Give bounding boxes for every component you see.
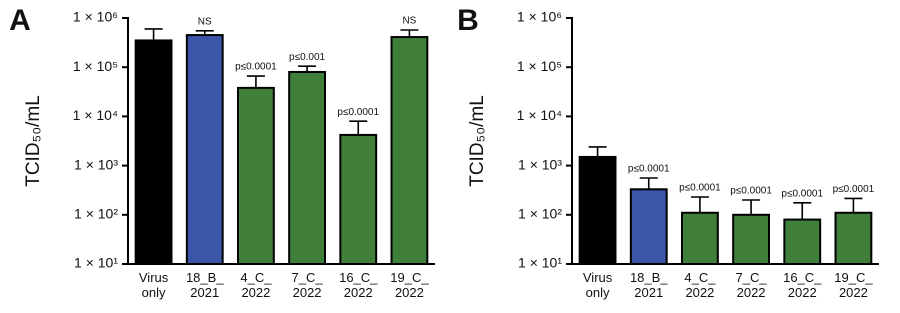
y-tick-label: 1 × 10⁴ (517, 107, 562, 123)
x-tick-label: Virus only (583, 270, 613, 300)
y-tick-label: 1 × 10⁴ (73, 107, 118, 123)
x-tick-label: 7_C_ 2022 (736, 270, 768, 300)
annotation: p≤0.0001 (235, 62, 277, 73)
bar (681, 211, 719, 265)
bar (578, 155, 617, 265)
annotation: p≤0.001 (289, 52, 326, 63)
y-tick-label: 1 × 10⁵ (73, 58, 118, 74)
y-tick-label: 1 × 10¹ (518, 255, 562, 271)
y-tick-label: 1 × 10² (74, 206, 118, 222)
bar (732, 213, 770, 266)
bar (134, 39, 173, 265)
panel-label: B (457, 4, 479, 37)
y-tick-label: 1 × 10⁵ (517, 58, 562, 74)
annotation: p≤0.0001 (337, 107, 379, 118)
bar (629, 188, 668, 265)
bar (185, 34, 224, 265)
annotation: p≤0.0001 (679, 183, 721, 194)
annotation: NS (402, 16, 416, 27)
y-tick-label: 1 × 10⁶ (517, 9, 562, 25)
x-tick-label: 4_C_ 2022 (240, 270, 272, 300)
y-tick-label: 1 × 10⁶ (73, 9, 118, 25)
y-axis-title: TCID₅₀/mL (467, 95, 488, 187)
annotation: p≤0.0001 (628, 164, 670, 175)
x-tick-label: 18_B_ 2021 (630, 270, 668, 300)
annotation: p≤0.0001 (730, 186, 772, 197)
x-tick-label: 18_B_ 2021 (186, 270, 224, 300)
y-tick-label: 1 × 10¹ (74, 255, 118, 271)
annotation: p≤0.0001 (833, 184, 875, 195)
bar (783, 218, 822, 266)
x-tick-label: 4_C_ 2022 (684, 270, 716, 300)
bar (390, 36, 429, 265)
x-tick-label: 19_C_ 2022 (390, 270, 429, 300)
x-tick-label: 16_C_ 2022 (783, 270, 822, 300)
annotation: NS (198, 16, 212, 27)
x-tick-label: 19_C_ 2022 (834, 270, 873, 300)
x-tick-label: Virus only (139, 270, 169, 300)
bar (288, 70, 326, 265)
x-tick-label: 16_C_ 2022 (339, 270, 378, 300)
bar (834, 211, 873, 265)
bar (339, 133, 378, 265)
bar (237, 86, 275, 265)
x-tick-label: 7_C_ 2022 (292, 270, 324, 300)
y-axis-title: TCID₅₀/mL (23, 95, 44, 187)
y-tick-label: 1 × 10³ (74, 156, 118, 172)
panel-label: A (9, 4, 31, 37)
y-tick-label: 1 × 10³ (518, 156, 562, 172)
y-tick-label: 1 × 10² (518, 206, 562, 222)
annotation: p≤0.0001 (781, 188, 823, 199)
